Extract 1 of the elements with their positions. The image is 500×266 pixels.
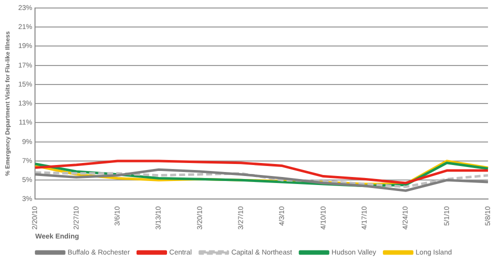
line-series bbox=[34, 171, 490, 188]
